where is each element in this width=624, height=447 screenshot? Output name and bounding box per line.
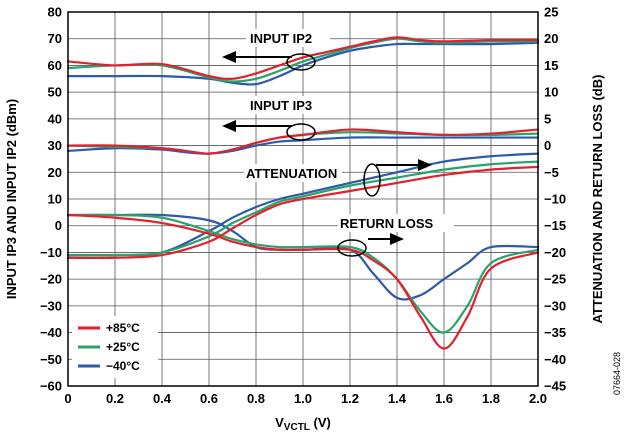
y-left-tick-label: −40 — [40, 325, 62, 340]
y-right-tick-label: −30 — [544, 298, 566, 313]
x-tick-label: 0.6 — [200, 391, 218, 406]
y-right-tick-label: −35 — [544, 325, 566, 340]
y-left-tick-label: 50 — [48, 85, 62, 100]
x-axis-title-subscript: VCTL — [284, 422, 310, 433]
y-left-tick-label: 70 — [48, 31, 62, 46]
series-input-ip2-p25c — [66, 37, 540, 83]
x-tick-label: 1.6 — [435, 391, 453, 406]
y-right-tick-label: 10 — [544, 85, 558, 100]
annotation-rl-circle — [337, 239, 367, 257]
series-attenuation-p85c — [66, 165, 540, 260]
legend-label-m40c: −40°C — [106, 359, 140, 373]
y-right-tick-label: −25 — [544, 272, 566, 287]
annotation-input-ip3: INPUT IP3 — [222, 96, 330, 141]
annotation-ip3-label: INPUT IP3 — [250, 98, 312, 113]
annotation-att-circle — [363, 163, 381, 197]
annotation-input-ip2: INPUT IP2 — [222, 29, 330, 71]
y-left-tick-label: 80 — [48, 5, 62, 20]
x-tick-label: 0.8 — [247, 391, 265, 406]
series-input-ip3-p85c — [66, 128, 540, 155]
plot-frame — [67, 11, 539, 387]
x-tick-label: 0.4 — [153, 391, 172, 406]
y-right-tick-label: −20 — [544, 245, 566, 260]
annotation-att-arrowhead — [418, 159, 432, 171]
y-left-tick-label: 10 — [48, 192, 62, 207]
series-return-loss-p85c — [66, 213, 540, 350]
y-left-tick-label: −30 — [40, 298, 62, 313]
y-right-tick-label: 25 — [544, 5, 558, 20]
annotation-ip3-bg — [246, 96, 330, 114]
y-right-tick-label: −10 — [544, 192, 566, 207]
y-left-tick-label: −20 — [40, 272, 62, 287]
x-axis-title: VVCTL (V) — [275, 415, 331, 433]
figure-id: 07664-028 — [612, 352, 622, 395]
annotation-ip2-bg — [246, 29, 330, 47]
x-tick-label: 0 — [64, 391, 71, 406]
y-right-tick-label: −40 — [544, 352, 566, 367]
y-left-tick-label: 40 — [48, 111, 62, 126]
series-return-loss-p25c — [66, 213, 540, 334]
x-axis-title-unit: (V) — [310, 415, 331, 430]
tick-labels: 0 0.2 0.4 0.6 0.8 1.0 1.2 1.4 1.6 1.8 2.0807060504… — [40, 5, 566, 407]
annotation-ip2-circle — [286, 53, 316, 71]
x-tick-label: 1.8 — [482, 391, 500, 406]
y-right-tick-label: 0 — [544, 138, 551, 153]
y-left-tick-label: 60 — [48, 58, 62, 73]
annotation-ip2-label: INPUT IP2 — [250, 31, 312, 46]
annotation-ip3-arrowhead — [222, 120, 236, 132]
x-tick-label: 1.0 — [294, 391, 312, 406]
y-left-tick-label: 30 — [48, 138, 62, 153]
y-left-tick-label: 0 — [55, 218, 62, 233]
x-tick-label: 2.0 — [529, 391, 547, 406]
annotation-att-bg — [244, 164, 342, 182]
x-tick-label: 1.2 — [341, 391, 359, 406]
annotation-return-loss: RETURN LOSS — [337, 214, 454, 257]
y-left-tick-label: −50 — [40, 352, 62, 367]
annotation-rl-bg — [338, 214, 454, 232]
x-tick-label: 1.4 — [388, 391, 407, 406]
annotation-attenuation: ATTENUATION — [244, 159, 432, 197]
y-right-tick-label: 20 — [544, 31, 558, 46]
y-left-tick-label: −10 — [40, 245, 62, 260]
annotation-ip2-arrowhead — [222, 51, 236, 63]
y-left-tick-label: 20 — [48, 165, 62, 180]
legend-label-85c: +85°C — [106, 321, 140, 335]
y-right-tick-label: 5 — [544, 111, 551, 126]
curves — [66, 36, 540, 350]
series-input-ip3-m40c — [66, 136, 540, 155]
annotation-ip3-circle — [286, 123, 316, 141]
plot-border — [67, 11, 539, 387]
annotation-att-label: ATTENUATION — [246, 166, 337, 181]
y-right-tick-label: −15 — [544, 218, 566, 233]
annotation-rl-arrowhead — [390, 233, 404, 245]
y-left-tick-label: −60 — [40, 379, 62, 394]
legend: +85°C +25°C −40°C — [72, 316, 158, 378]
y-right-tick-label: 15 — [544, 58, 558, 73]
series-input-ip2-p85c — [66, 36, 540, 81]
annotation-rl-label: RETURN LOSS — [340, 216, 434, 231]
legend-label-25c: +25°C — [106, 340, 140, 354]
y-axis-right-title: ATTENUATION AND RETURN LOSS (dB) — [590, 75, 605, 324]
y-right-tick-label: −5 — [544, 165, 559, 180]
y-right-tick-label: −45 — [544, 379, 566, 394]
x-tick-label: 0.2 — [106, 391, 124, 406]
series-attenuation-p25c — [66, 160, 540, 257]
x-axis-title-main: V — [275, 415, 284, 430]
y-axis-left-title: INPUT IP3 AND INPUT IP2 (dBm) — [4, 99, 19, 299]
